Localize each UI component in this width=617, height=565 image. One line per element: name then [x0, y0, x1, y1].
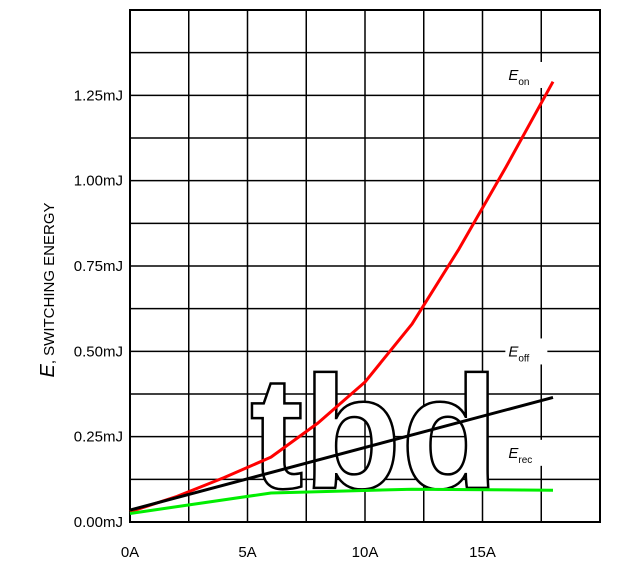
- series-label-on: Eon: [508, 67, 529, 88]
- y-axis-label-text: , SWITCHING ENERGY: [41, 202, 58, 364]
- series-label-subscript: off: [518, 353, 529, 364]
- x-tick-labels: 0A 5A 10A 15A: [121, 544, 496, 561]
- y-tick-label: 0.00mJ: [74, 514, 123, 531]
- series-line-off: [129, 395, 554, 512]
- data-series: [129, 80, 555, 515]
- series-label-symbol: E: [508, 343, 519, 360]
- series-label-background: [505, 338, 548, 365]
- x-tick-label: 0A: [121, 544, 139, 561]
- series-label-subscript: rec: [518, 455, 532, 466]
- x-tick-label: 15A: [469, 544, 496, 561]
- y-tick-labels: 0.00mJ 0.25mJ 0.50mJ 0.75mJ 1.00mJ 1.25mJ: [74, 87, 123, 531]
- y-axis-label: E, SWITCHING ENERGY: [37, 202, 59, 377]
- y-tick-label: 1.00mJ: [74, 173, 123, 190]
- series-line-rec: [129, 487, 554, 515]
- series-label-rec: Erec: [508, 445, 532, 466]
- series-label-symbol: E: [508, 67, 519, 84]
- x-tick-label: 10A: [352, 544, 379, 561]
- y-tick-label: 0.75mJ: [74, 258, 123, 275]
- plot-frame: [129, 9, 601, 523]
- y-tick-label: 0.25mJ: [74, 429, 123, 446]
- series-line-on: [129, 80, 555, 514]
- x-tick-label: 5A: [238, 544, 256, 561]
- series-label-background: [505, 439, 548, 466]
- series-label-off: Eoff: [508, 343, 529, 364]
- series-label-subscript: on: [518, 77, 529, 88]
- y-axis-label-symbol: E: [37, 364, 59, 378]
- y-tick-label: 1.25mJ: [74, 87, 123, 104]
- series-label-symbol: E: [508, 445, 519, 462]
- y-tick-label: 0.50mJ: [74, 343, 123, 360]
- series-label-background: [505, 61, 548, 88]
